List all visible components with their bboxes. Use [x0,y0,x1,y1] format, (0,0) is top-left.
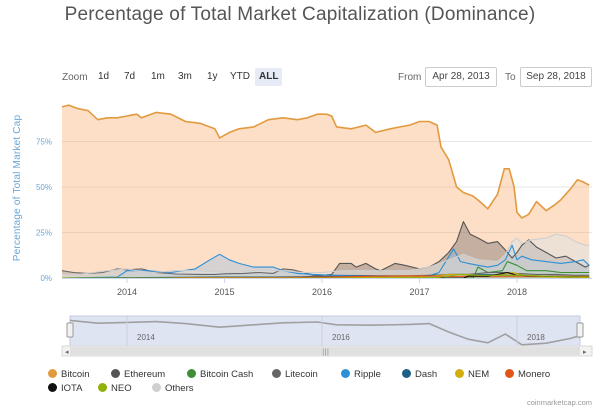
y-tick-label: 75% [36,138,52,147]
navigator-handle-right[interactable] [576,322,584,338]
series-line-bitcoin [61,104,590,219]
x-tick-label: 2014 [117,287,137,297]
legend-dot-icon [402,369,411,378]
legend-dot-icon [272,369,281,378]
chart-title: Percentage of Total Market Capitalizatio… [64,4,536,25]
zoom-button-1m[interactable]: 1m [151,71,165,82]
range-to-label: To [505,72,516,83]
scroll-right-arrow[interactable]: ▸ [583,348,587,356]
zoom-button-1d[interactable]: 1d [98,71,110,82]
legend-item-iota[interactable]: IOTA [48,383,82,395]
range-to-input[interactable] [520,67,592,87]
y-tick-label: 25% [36,229,52,238]
x-tick-label: 2016 [312,287,332,297]
x-tick-label: 2015 [214,287,234,297]
series-area-bitcoin [62,105,590,278]
legend-label: Others [165,383,194,394]
range-from-input[interactable] [425,67,497,87]
legend-label: Litecoin [285,369,318,380]
legend-item-nem[interactable]: NEM [455,369,489,381]
axes: 0% 25% 50% 75% 2014 2015 2016 2017 2018 [36,138,592,297]
legend-label: Dash [415,369,438,380]
legend-label: Monero [518,369,551,380]
x-tick-label: 2017 [409,287,429,297]
navigator-handle-left[interactable] [66,322,74,338]
zoom-button-1y[interactable]: 1y [207,71,218,82]
range-from-label: From [398,72,422,83]
legend-dot-icon [187,369,196,378]
series-lines [61,104,590,279]
series-line-others [62,233,590,275]
navigator-tick-label: 2016 [332,333,350,342]
series-line-bitcoin-cash [62,261,590,279]
navigator[interactable]: 2014 2016 2018 ◂ ▸ ||| [61,315,593,357]
series-area-others [62,234,590,278]
y-tick-label: 0% [40,274,52,283]
legend-dot-icon [455,369,464,378]
legend-label: Bitcoin Cash [200,369,254,380]
legend-item-monero[interactable]: Monero [505,369,550,381]
series-line-ethereum [62,221,590,279]
zoom-button-ytd[interactable]: YTD [230,71,250,82]
navigator-tick-label: 2018 [527,333,545,342]
legend-item-bitcoin-cash[interactable]: Bitcoin Cash [187,369,253,381]
legend-item-others[interactable]: Others [152,383,194,395]
legend-dot-icon [152,383,161,392]
legend-item-neo[interactable]: NEO [98,383,132,395]
x-tick-label: 2018 [507,287,527,297]
series-line-neo [62,273,590,279]
zoom-button-3m[interactable]: 3m [178,71,192,82]
legend-dot-icon [98,383,107,392]
legend-item-litecoin[interactable]: Litecoin [272,369,318,381]
legend-label: NEM [468,369,490,380]
series-areas [62,105,590,278]
legend-item-ethereum[interactable]: Ethereum [111,369,165,381]
legend-label: Ripple [354,369,381,380]
legend-dot-icon [111,369,120,378]
legend-label: Bitcoin [61,369,90,380]
scrollbar-grip-icon[interactable]: ||| [322,348,329,356]
legend-dot-icon [505,369,514,378]
zoom-button-7d[interactable]: 7d [124,71,136,82]
legend-dot-icon [48,383,57,392]
credit-text: coinmarketcap.com [526,398,592,407]
legend-item-bitcoin[interactable]: Bitcoin [48,369,90,381]
legend-item-dash[interactable]: Dash [402,369,437,381]
legend-item-ripple[interactable]: Ripple [341,369,381,381]
zoom-button-all[interactable]: ALL [255,68,283,86]
y-tick-label: 50% [36,183,52,192]
scroll-left-arrow[interactable]: ◂ [65,348,69,356]
legend-label: IOTA [61,383,83,394]
scrollbar-thumb[interactable] [70,347,580,355]
navigator-tick-label: 2014 [137,333,155,342]
legend-label: Ethereum [124,369,166,380]
y-axis-label: Percentage of Total Market Cap [12,115,23,262]
legend-label: NEO [111,383,132,394]
zoom-label: Zoom [62,72,88,83]
navigator-series-line [69,319,581,346]
legend-dot-icon [48,369,57,378]
legend-dot-icon [341,369,350,378]
